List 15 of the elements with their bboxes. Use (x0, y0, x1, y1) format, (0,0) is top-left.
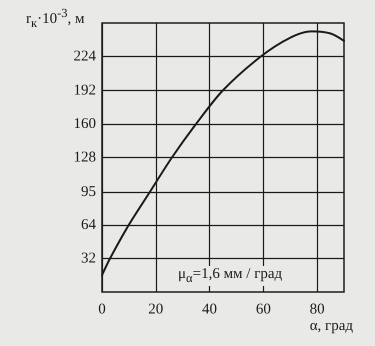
y-axis-title: r$_{к}$·10$^{-3}$, м (26, 6, 84, 31)
x-tick-label: 20 (148, 302, 164, 318)
y-tick-label: 192 (74, 82, 96, 98)
y-tick-label: 128 (74, 150, 96, 166)
y-tick-label: 224 (74, 48, 96, 65)
y-tick-label: 160 (74, 116, 96, 132)
x-tick-label: 60 (256, 302, 271, 318)
x-tick-label: 80 (310, 302, 325, 318)
x-tick-label: 40 (202, 302, 218, 318)
y-tick-label: 64 (81, 216, 96, 233)
y-tick-label: 32 (81, 250, 96, 266)
x-axis-title: α, град (310, 318, 353, 335)
y-tick-label: 95 (81, 184, 96, 200)
x-tick-label: 0 (98, 302, 106, 318)
annotation: μ$_{α}$=1,6 мм / град (178, 266, 282, 286)
